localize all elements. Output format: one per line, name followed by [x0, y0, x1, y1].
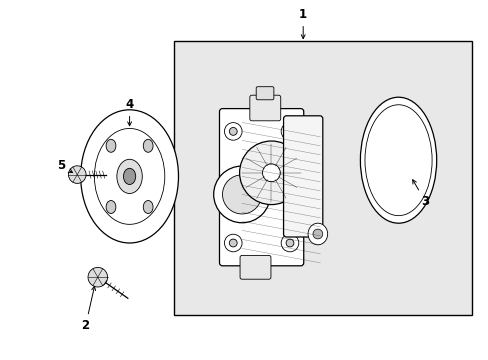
Circle shape — [239, 141, 303, 204]
Circle shape — [68, 166, 86, 183]
FancyBboxPatch shape — [240, 255, 270, 279]
Circle shape — [312, 229, 322, 239]
Ellipse shape — [360, 97, 436, 223]
Ellipse shape — [81, 110, 178, 243]
Circle shape — [262, 164, 280, 182]
Ellipse shape — [143, 201, 153, 213]
Text: 3: 3 — [412, 180, 428, 208]
Circle shape — [229, 127, 237, 135]
Ellipse shape — [364, 105, 431, 216]
Circle shape — [229, 239, 237, 247]
Text: 5: 5 — [57, 159, 72, 172]
FancyBboxPatch shape — [283, 116, 322, 237]
Circle shape — [222, 175, 261, 214]
Circle shape — [224, 123, 242, 140]
Text: 2: 2 — [81, 286, 95, 332]
Ellipse shape — [117, 159, 142, 194]
Ellipse shape — [106, 139, 116, 152]
Circle shape — [285, 239, 293, 247]
Ellipse shape — [94, 129, 164, 224]
FancyBboxPatch shape — [249, 95, 280, 121]
FancyBboxPatch shape — [219, 109, 303, 266]
Ellipse shape — [307, 223, 327, 245]
Circle shape — [285, 127, 293, 135]
Circle shape — [281, 234, 298, 252]
Circle shape — [88, 267, 107, 287]
Ellipse shape — [106, 201, 116, 213]
Circle shape — [224, 234, 242, 252]
Text: 1: 1 — [299, 8, 306, 39]
Text: 4: 4 — [125, 98, 133, 126]
Circle shape — [281, 123, 298, 140]
FancyBboxPatch shape — [256, 87, 273, 100]
Bar — [173, 41, 471, 315]
Circle shape — [213, 166, 270, 223]
Ellipse shape — [123, 168, 136, 184]
Ellipse shape — [143, 139, 153, 152]
